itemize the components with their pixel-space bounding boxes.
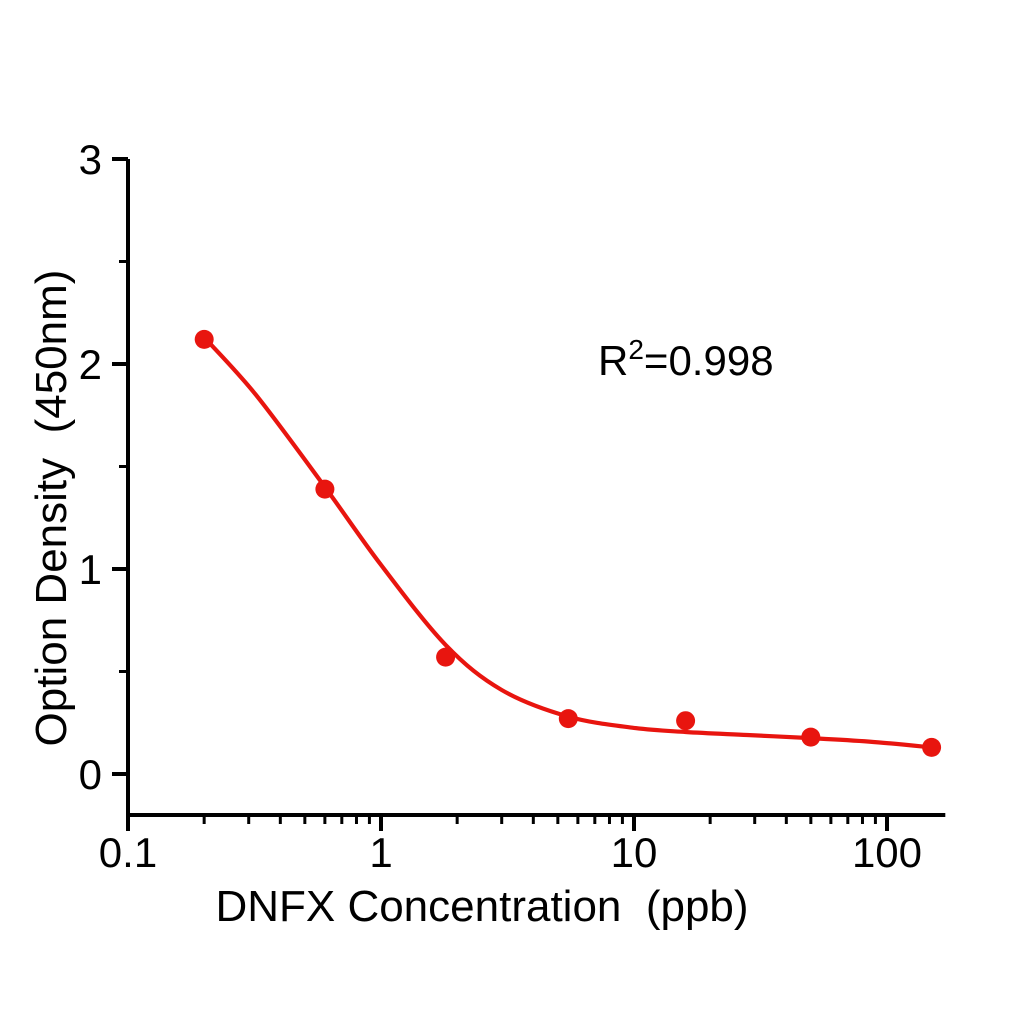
r-squared-annotation: R2=0.998 — [598, 334, 774, 384]
y-tick-label: 0 — [79, 751, 102, 798]
x-tick-label: 10 — [611, 829, 658, 876]
data-point-1 — [315, 479, 335, 499]
fit-curve-path — [202, 335, 934, 750]
annotation-rest: =0.998 — [644, 337, 774, 384]
x-tick-label: 0.1 — [99, 829, 157, 876]
x-axis-ticks: 0.1 1 10 100 — [99, 815, 922, 876]
data-points — [194, 329, 942, 757]
y-tick-label: 2 — [79, 341, 102, 388]
y-tick-label: 3 — [79, 136, 102, 183]
axes — [126, 159, 946, 817]
x-tick-label: 100 — [852, 829, 922, 876]
x-tick-label: 1 — [369, 829, 392, 876]
y-axis-title: Option Density (450nm) — [27, 270, 76, 747]
annotation-exponent: 2 — [628, 334, 644, 365]
data-point-5 — [801, 727, 821, 747]
annotation-base: R — [598, 337, 628, 384]
data-point-3 — [558, 709, 578, 729]
x-axis-title: DNFX Concentration (ppb) — [215, 882, 748, 931]
data-point-2 — [436, 647, 456, 667]
y-tick-label: 1 — [79, 546, 102, 593]
data-point-0 — [194, 329, 214, 349]
data-point-6 — [922, 737, 942, 757]
fit-curve — [202, 335, 934, 750]
data-point-4 — [676, 711, 696, 731]
y-axis-ticks: 0 1 2 3 — [79, 136, 128, 798]
